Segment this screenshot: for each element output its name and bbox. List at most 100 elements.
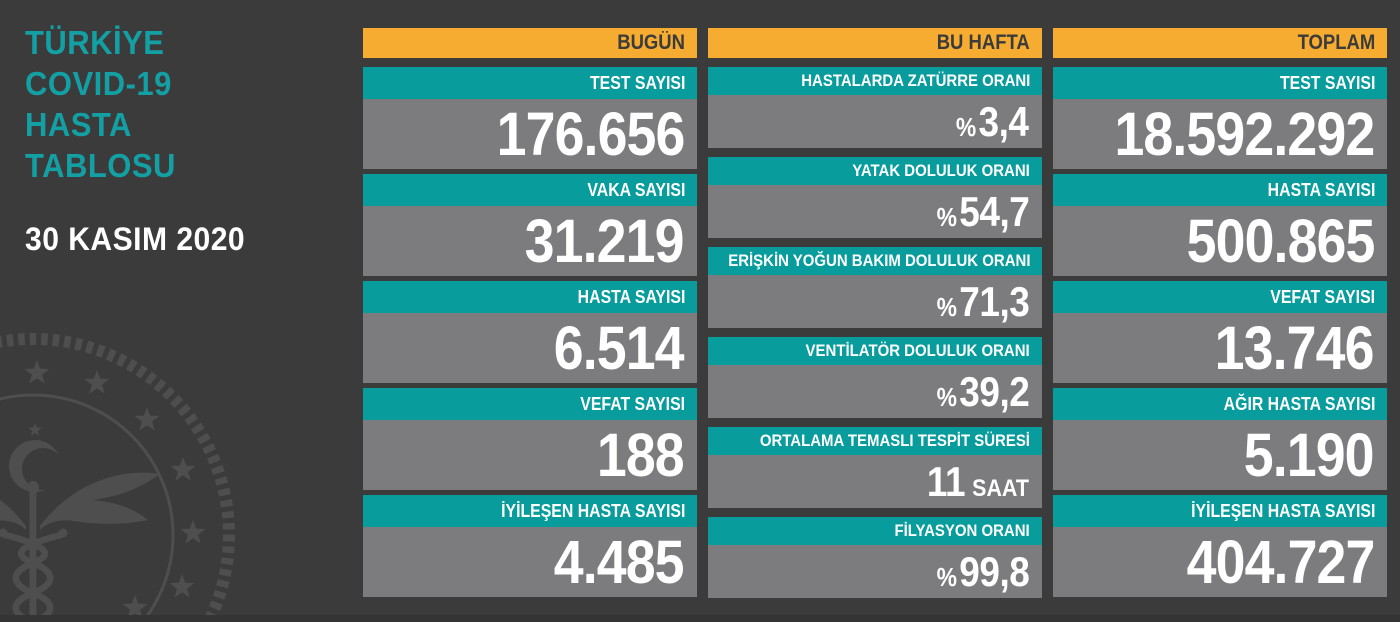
- stat-value: 404.727: [1186, 531, 1375, 593]
- stat-label: ORTALAMA TEMASLI TESPİT SÜRESİ: [759, 431, 1030, 450]
- stat-value: 5.190: [1244, 424, 1375, 486]
- stats-columns: BUGÜN TEST SAYISI 176.656 VAKA SAYISI 31…: [363, 28, 1387, 607]
- stat-value-bar: 6.514: [363, 313, 697, 383]
- column-blocks: HASTALARDA ZATÜRRE ORANI %3,4 YATAK DOLU…: [708, 67, 1042, 607]
- stat-value: 500.865: [1186, 210, 1375, 272]
- stat-block: TEST SAYISI 176.656: [363, 67, 697, 169]
- stat-label: HASTA SAYISI: [577, 286, 685, 307]
- stat-column-bu-hafta: BU HAFTA HASTALARDA ZATÜRRE ORANI %3,4 Y…: [708, 28, 1042, 607]
- stat-label-bar: İYİLEŞEN HASTA SAYISI: [363, 495, 697, 527]
- column-header-label: BU HAFTA: [936, 31, 1030, 54]
- stat-block: HASTA SAYISI 6.514: [363, 281, 697, 383]
- stat-value-number: 6.514: [554, 313, 685, 382]
- stat-value-bar: 13.746: [1053, 313, 1387, 383]
- stat-label-bar: HASTALARDA ZATÜRRE ORANI: [708, 67, 1042, 95]
- stat-value-bar: %39,2: [708, 365, 1042, 418]
- stat-value: %39,2: [936, 367, 1030, 415]
- stat-value-bar: 176.656: [363, 99, 697, 169]
- stat-label: TEST SAYISI: [1279, 72, 1375, 93]
- stat-label: İYİLEŞEN HASTA SAYISI: [500, 500, 685, 521]
- stat-label: VEFAT SAYISI: [580, 393, 685, 414]
- stat-block: YATAK DOLULUK ORANI %54,7: [708, 157, 1042, 238]
- stat-block: ORTALAMA TEMASLI TESPİT SÜRESİ 11 SAAT: [708, 427, 1042, 508]
- stat-value: 11 SAAT: [926, 457, 1029, 505]
- stat-label-bar: TEST SAYISI: [363, 67, 697, 99]
- stat-value-number: 500.865: [1186, 206, 1375, 275]
- stat-value-bar: 31.219: [363, 206, 697, 276]
- stat-block: VEFAT SAYISI 188: [363, 388, 697, 490]
- stat-column-bugun: BUGÜN TEST SAYISI 176.656 VAKA SAYISI 31…: [363, 28, 697, 607]
- stat-value-bar: 18.592.292: [1053, 99, 1387, 169]
- stat-value: 6.514: [554, 317, 685, 379]
- column-header-label: TOPLAM: [1297, 31, 1375, 54]
- stat-value: %99,8: [936, 550, 1029, 593]
- stat-label: AĞIR HASTA SAYISI: [1223, 393, 1375, 414]
- stat-label-bar: YATAK DOLULUK ORANI: [708, 157, 1042, 185]
- stat-label-bar: HASTA SAYISI: [363, 281, 697, 313]
- report-date: 30 KASIM 2020: [25, 221, 246, 257]
- stat-label-bar: ERİŞKİN YOĞUN BAKIM DOLULUK ORANI: [708, 247, 1042, 275]
- stat-value-prefix: %: [936, 561, 957, 592]
- stat-label: İYİLEŞEN HASTA SAYISI: [1190, 500, 1375, 521]
- stat-value-bar: %71,3: [708, 275, 1042, 328]
- stat-block: HASTALARDA ZATÜRRE ORANI %3,4: [708, 67, 1042, 148]
- stat-value-prefix: %: [936, 201, 957, 232]
- stat-label-bar: HASTA SAYISI: [1053, 174, 1387, 206]
- stat-value-number: 4.485: [554, 527, 685, 596]
- stat-value-number: 404.727: [1186, 527, 1375, 596]
- stat-label: YATAK DOLULUK ORANI: [852, 161, 1030, 180]
- stat-block: FİLYASYON ORANI %99,8: [708, 517, 1042, 598]
- stat-value-bar: 500.865: [1053, 206, 1387, 276]
- stat-value-suffix: SAAT: [972, 474, 1029, 502]
- stat-value-number: 11: [926, 457, 966, 505]
- stat-label: HASTALARDA ZATÜRRE ORANI: [800, 71, 1030, 90]
- stat-block: ERİŞKİN YOĞUN BAKIM DOLULUK ORANI %71,3: [708, 247, 1042, 328]
- crescent-star-icon: [9, 422, 64, 492]
- stat-value-bar: 5.190: [1053, 420, 1387, 490]
- stat-label-bar: VEFAT SAYISI: [1053, 281, 1387, 313]
- stat-label: TEST SAYISI: [589, 72, 685, 93]
- bottom-edge-strip: [0, 615, 1400, 622]
- page-title-line: COVID-19: [25, 65, 172, 102]
- page-title-line: TÜRKİYE: [25, 24, 165, 61]
- stat-label: ERİŞKİN YOĞUN BAKIM DOLULUK ORANI: [727, 251, 1030, 270]
- stat-value: 31.219: [525, 210, 685, 272]
- stat-block: HASTA SAYISI 500.865: [1053, 174, 1387, 276]
- stat-label: VEFAT SAYISI: [1270, 286, 1375, 307]
- column-header: BU HAFTA: [708, 28, 1042, 58]
- stat-value: 188: [597, 424, 685, 486]
- stat-value: 4.485: [554, 531, 685, 593]
- stat-block: VAKA SAYISI 31.219: [363, 174, 697, 276]
- stat-value-bar: 404.727: [1053, 527, 1387, 597]
- stat-value-prefix: %: [956, 111, 977, 142]
- stat-value-number: 54,7: [958, 187, 1030, 235]
- stat-value-number: 31.219: [525, 206, 685, 275]
- stat-value: 18.592.292: [1114, 103, 1375, 165]
- stat-value-bar: %3,4: [708, 95, 1042, 148]
- stat-value-prefix: %: [936, 291, 957, 322]
- stat-value-number: 39,2: [958, 367, 1030, 415]
- stat-label-bar: VEFAT SAYISI: [363, 388, 697, 420]
- stat-value: %3,4: [956, 97, 1030, 145]
- stat-block: İYİLEŞEN HASTA SAYISI 4.485: [363, 495, 697, 597]
- column-header: TOPLAM: [1053, 28, 1387, 58]
- stat-label-bar: VENTİLATÖR DOLULUK ORANI: [708, 337, 1042, 365]
- column-header-label: BUGÜN: [617, 31, 685, 54]
- stat-value-number: 3,4: [978, 97, 1030, 145]
- stat-label: HASTA SAYISI: [1267, 179, 1375, 200]
- stat-value-number: 18.592.292: [1114, 99, 1375, 168]
- stat-value-bar: 188: [363, 420, 697, 490]
- stat-value-number: 188: [597, 420, 685, 489]
- ministry-of-health-emblem-icon: [0, 330, 270, 622]
- stat-block: AĞIR HASTA SAYISI 5.190: [1053, 388, 1387, 490]
- stat-value: 13.746: [1215, 317, 1375, 379]
- page-title-line: HASTA: [25, 106, 132, 143]
- stat-label-bar: AĞIR HASTA SAYISI: [1053, 388, 1387, 420]
- stat-value: 176.656: [496, 103, 685, 165]
- page-title-line: TABLOSU: [25, 147, 176, 184]
- column-blocks: TEST SAYISI 176.656 VAKA SAYISI 31.219 H…: [363, 67, 697, 602]
- stat-value-number: 71,3: [958, 277, 1030, 325]
- stat-label-bar: TEST SAYISI: [1053, 67, 1387, 99]
- stat-value-number: 5.190: [1244, 420, 1375, 489]
